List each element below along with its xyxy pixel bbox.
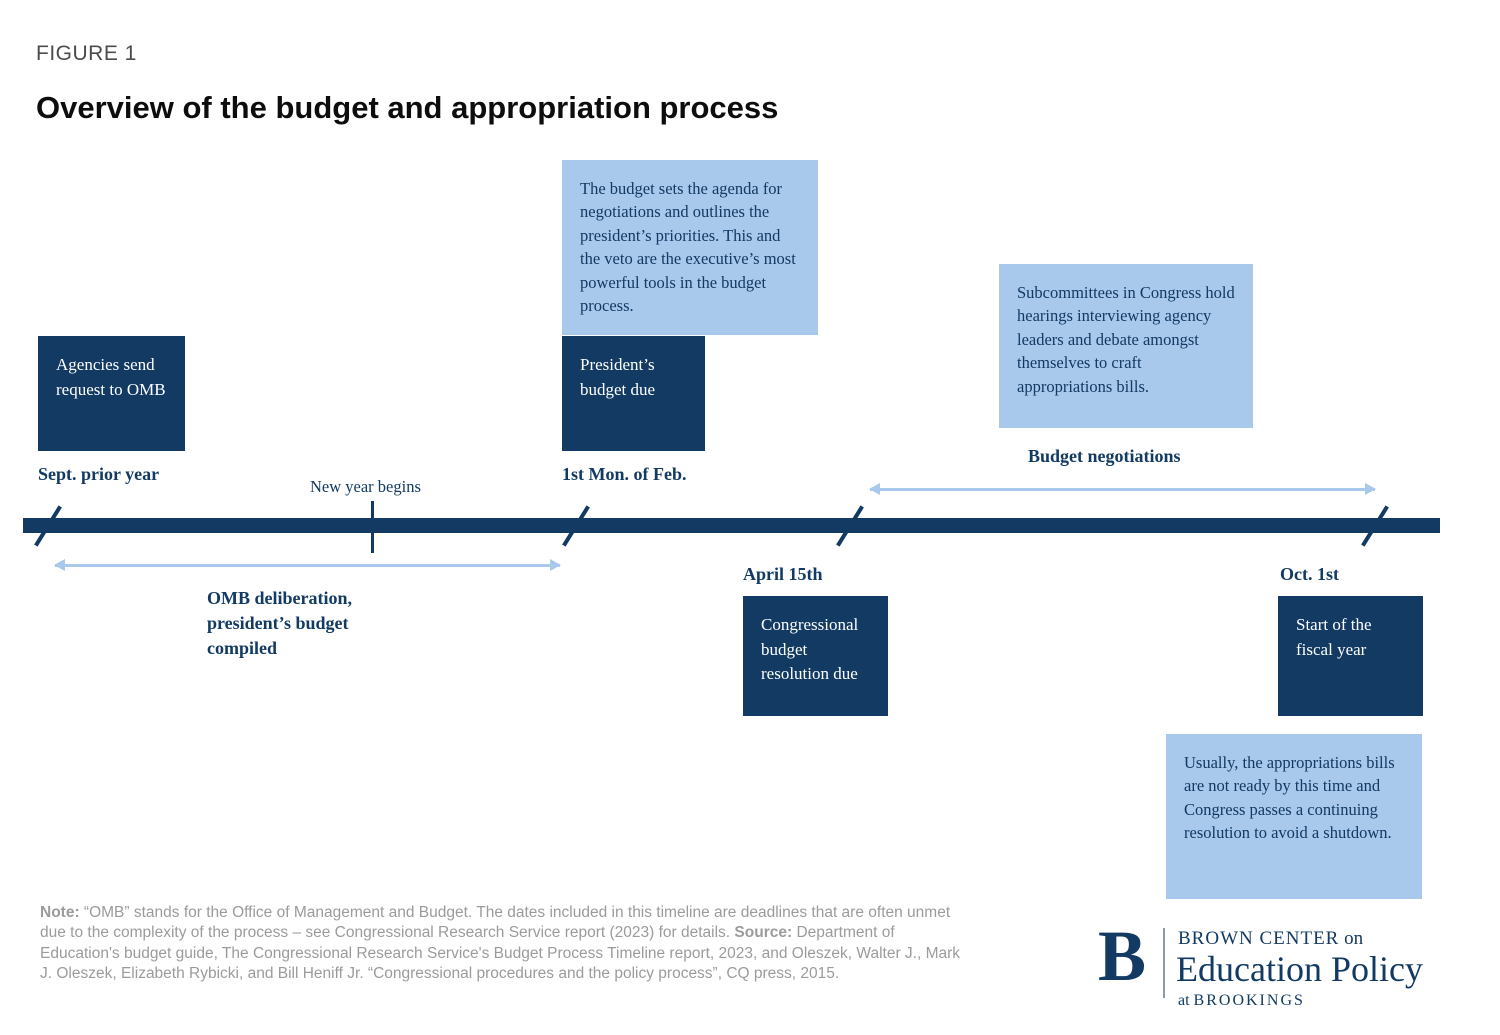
footnote-note-line: Note: “OMB” stands for the Office of Man… bbox=[40, 903, 968, 985]
logo-on-text: on bbox=[1339, 928, 1364, 949]
logo-brookings-caps: BROOKINGS bbox=[1193, 992, 1305, 1009]
date-label-first-monday-feb: 1st Mon. of Feb. bbox=[562, 464, 687, 484]
figure-number-label: FIGURE 1 bbox=[36, 42, 137, 65]
event-box-congressional-resolution: Congressional budget resolution due bbox=[743, 596, 888, 716]
logo-at-text: at bbox=[1178, 992, 1194, 1009]
date-label-sept-prior-year: Sept. prior year bbox=[38, 464, 160, 484]
note-label: Note: bbox=[40, 904, 80, 921]
note-text: “OMB” stands for the Office of Managemen… bbox=[40, 904, 951, 942]
event-box-agencies-request: Agencies send request to OMB bbox=[38, 336, 185, 451]
callout-continuing-resolution: Usually, the appropriations bills are no… bbox=[1166, 734, 1422, 899]
page-title: Overview of the budget and appropriation… bbox=[36, 90, 779, 125]
event-box-presidents-budget-due: President’s budget due bbox=[562, 336, 705, 451]
callout-subcommittees: Subcommittees in Congress hold hearings … bbox=[999, 264, 1253, 428]
tick-new-year bbox=[371, 501, 374, 553]
label-new-year-begins: New year begins bbox=[310, 477, 421, 496]
logo-education-policy: Education Policy bbox=[1176, 949, 1423, 989]
budget-negotiations-arrow bbox=[869, 483, 1376, 495]
logo-brown-center-line: BROWN CENTER on bbox=[1178, 928, 1363, 950]
logo-at-brookings-line: at BROOKINGS bbox=[1178, 992, 1305, 1010]
label-omb-deliberation: OMB deliberation, president’s budget com… bbox=[207, 588, 352, 659]
logo-divider bbox=[1163, 928, 1165, 998]
logo-brown-center-caps: BROWN CENTER bbox=[1178, 928, 1340, 949]
callout-presidents-budget: The budget sets the agenda for negotiati… bbox=[562, 160, 818, 335]
date-label-april-15: April 15th bbox=[743, 564, 823, 584]
event-box-fiscal-year-start: Start of the fiscal year bbox=[1278, 596, 1423, 716]
source-text: Department of Education's budget guide, … bbox=[40, 924, 961, 983]
brookings-logo-b: B bbox=[1098, 916, 1147, 996]
source-label: Source: bbox=[734, 924, 793, 942]
date-label-oct-1: Oct. 1st bbox=[1280, 564, 1339, 584]
label-budget-negotiations: Budget negotiations bbox=[1028, 446, 1181, 466]
footnote: Note: “OMB” stands for the Office of Man… bbox=[40, 903, 968, 985]
omb-deliberation-arrow bbox=[54, 559, 561, 571]
timeline-bar bbox=[23, 518, 1440, 533]
